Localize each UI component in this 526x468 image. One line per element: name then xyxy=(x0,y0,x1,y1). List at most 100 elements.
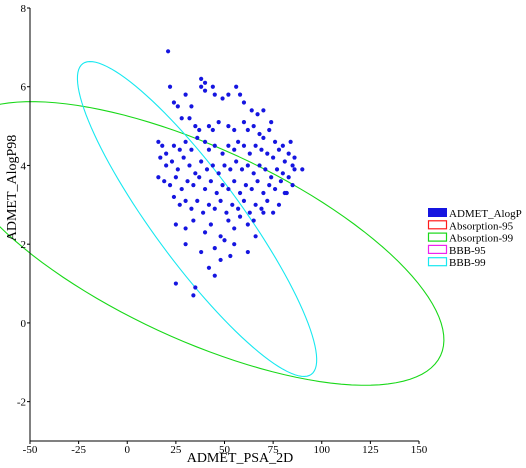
data-point xyxy=(232,179,237,184)
data-point xyxy=(255,112,260,117)
data-point xyxy=(216,120,221,125)
data-point xyxy=(210,84,215,89)
data-point xyxy=(259,206,264,211)
data-point xyxy=(193,123,198,129)
legend-label: Absorption-95 xyxy=(449,220,514,232)
data-point xyxy=(199,249,204,255)
data-point xyxy=(216,171,221,176)
data-point xyxy=(232,242,237,247)
legend-label: Absorption-99 xyxy=(449,233,514,245)
data-point xyxy=(206,202,212,207)
data-point xyxy=(261,190,266,196)
data-point xyxy=(251,218,256,223)
data-point xyxy=(226,123,231,129)
data-point xyxy=(265,151,270,156)
data-point xyxy=(265,198,270,203)
data-point xyxy=(173,175,178,180)
data-point xyxy=(195,198,200,203)
data-point xyxy=(239,167,245,172)
x-tick-label: 150 xyxy=(411,444,428,456)
data-point xyxy=(276,147,282,152)
data-point xyxy=(232,226,237,231)
data-point xyxy=(249,186,254,192)
data-point xyxy=(269,175,274,180)
legend-label: BBB-95 xyxy=(449,245,486,257)
data-point xyxy=(241,100,247,105)
data-point xyxy=(222,163,227,168)
data-point xyxy=(228,167,233,172)
legend: ADMET_AlogPAbsorption-95Absorption-99BBB… xyxy=(427,208,522,269)
data-point xyxy=(164,163,169,168)
data-point xyxy=(202,139,208,144)
data-point xyxy=(222,238,227,243)
data-point xyxy=(257,163,262,168)
data-point xyxy=(179,186,184,192)
data-point xyxy=(189,147,194,152)
data-point xyxy=(226,186,231,192)
data-point xyxy=(290,163,295,168)
data-point xyxy=(212,273,217,278)
x-tick-label: 50 xyxy=(219,444,231,456)
data-point xyxy=(220,96,225,101)
data-point xyxy=(251,171,256,176)
data-point xyxy=(212,143,217,148)
legend-swatch xyxy=(427,232,448,242)
data-point xyxy=(269,120,274,125)
data-point xyxy=(167,84,173,89)
y-axis-title: ADMET_AlogP98 xyxy=(5,135,20,242)
data-point xyxy=(204,167,210,172)
legend-item: BBB-95 xyxy=(427,244,486,257)
ellipse-bbb-99 xyxy=(76,60,318,378)
legend-swatch xyxy=(427,244,448,254)
data-point xyxy=(263,167,268,172)
data-point xyxy=(241,198,247,203)
y-tick-label: -2 xyxy=(17,397,26,409)
data-point xyxy=(218,234,223,239)
data-point xyxy=(199,159,204,164)
data-point xyxy=(169,159,175,164)
x-tick-label: 125 xyxy=(362,444,379,456)
data-point xyxy=(197,175,202,180)
data-point xyxy=(280,171,285,176)
data-point xyxy=(185,179,190,184)
data-point xyxy=(255,179,260,184)
data-point xyxy=(292,167,297,172)
data-point xyxy=(158,155,163,160)
data-point xyxy=(171,143,177,148)
data-point xyxy=(282,159,287,164)
data-point xyxy=(212,92,217,97)
data-point xyxy=(245,249,250,255)
data-point xyxy=(199,76,204,81)
data-point xyxy=(237,190,243,196)
data-point xyxy=(197,127,202,133)
ellipse-absorption-99 xyxy=(0,101,445,386)
data-point xyxy=(234,84,239,89)
y-tick-label: 8 xyxy=(21,3,27,15)
data-point xyxy=(189,104,194,109)
data-point xyxy=(173,281,178,286)
data-point xyxy=(226,143,231,148)
data-point xyxy=(218,198,223,203)
data-point xyxy=(247,151,252,156)
data-point xyxy=(187,116,192,121)
y-tick-label: 0 xyxy=(21,318,27,330)
data-point xyxy=(280,143,285,148)
data-point xyxy=(274,167,280,172)
legend-swatch xyxy=(428,208,447,217)
data-point xyxy=(208,179,213,184)
data-point xyxy=(282,190,287,196)
data-point xyxy=(251,123,256,129)
data-point xyxy=(261,210,266,215)
data-point xyxy=(191,293,196,298)
data-point xyxy=(271,210,276,215)
x-axis-title: ADMET_PSA_2D xyxy=(187,451,294,466)
x-tick-label: 75 xyxy=(268,444,280,456)
data-point xyxy=(261,108,266,113)
data-point xyxy=(177,202,182,207)
data-point xyxy=(245,163,250,168)
data-point xyxy=(173,222,178,227)
data-point xyxy=(259,147,264,152)
data-point xyxy=(253,234,258,239)
data-point xyxy=(189,206,194,211)
